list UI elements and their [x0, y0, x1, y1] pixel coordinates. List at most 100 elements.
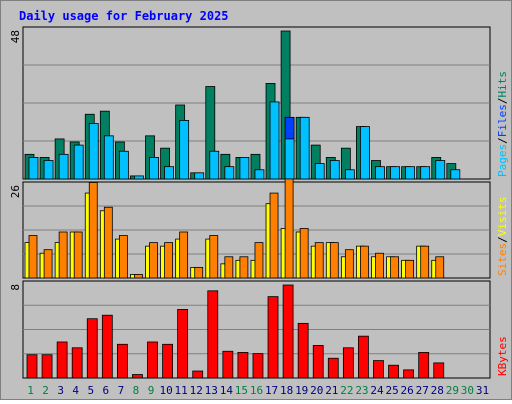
bar-kbytes: [342, 347, 354, 379]
day-label: 12: [190, 384, 203, 397]
legend-separator: /: [496, 236, 509, 243]
day-label: 6: [103, 384, 110, 397]
bar-kbytes: [267, 296, 279, 379]
bar-pages: [390, 166, 400, 180]
bar-pages: [284, 138, 295, 180]
legend-kbytes: KBytes: [496, 336, 509, 376]
bar-sites: [73, 231, 83, 279]
bar-pages: [73, 144, 84, 180]
day-label: 7: [118, 384, 125, 397]
bar-kbytes: [207, 290, 219, 379]
bar-sites: [420, 245, 430, 279]
bar-pages: [435, 160, 446, 180]
bar-kbytes: [132, 374, 143, 379]
panel-hits_files_pages: 48 Pages/Files/Hits: [9, 26, 509, 180]
chart-title: Daily usage for February 2025: [19, 9, 229, 23]
bar-kbytes: [403, 369, 415, 379]
day-label: 4: [72, 384, 79, 397]
bar-kbytes: [252, 353, 264, 379]
bar-pages: [118, 150, 129, 180]
y-max-label: 26: [9, 185, 22, 198]
bar-sites: [254, 242, 264, 279]
legend-visits: Visits: [496, 197, 509, 237]
y-max-label: 8: [9, 284, 22, 291]
day-label: 8: [133, 384, 140, 397]
day-label: 11: [175, 384, 188, 397]
bar-kbytes: [282, 284, 294, 379]
day-label: 19: [295, 384, 308, 397]
bar-sites: [58, 231, 68, 279]
day-label: 23: [355, 384, 368, 397]
bar-sites: [43, 249, 53, 279]
bar-kbytes: [388, 364, 399, 379]
bar-pages: [43, 160, 54, 180]
bar-kbytes: [373, 360, 384, 379]
bar-sites: [194, 266, 204, 279]
day-label: 10: [159, 384, 172, 397]
day-label: 14: [220, 384, 234, 397]
bar-pages: [405, 166, 416, 180]
day-label: 31: [476, 384, 489, 397]
bar-kbytes: [26, 354, 38, 379]
bar-pages: [28, 157, 39, 180]
day-label: 5: [87, 384, 94, 397]
legend-visits_sites: Sites/Visits: [496, 197, 509, 277]
bar-pages: [254, 169, 265, 180]
bar-kbytes: [433, 362, 445, 379]
legend-hits: Hits: [496, 71, 509, 98]
bar-kbytes: [56, 341, 68, 379]
bar-kbytes: [358, 335, 369, 379]
bar-sites: [88, 182, 98, 279]
day-label: 20: [310, 384, 323, 397]
bar-sites: [375, 252, 384, 279]
bar-sites: [164, 242, 173, 279]
bar-sites: [299, 228, 309, 279]
bar-kbytes: [162, 343, 173, 379]
bar-kbytes: [297, 322, 309, 379]
bar-kbytes: [147, 341, 158, 379]
bar-sites: [28, 235, 38, 279]
day-label: 25: [385, 384, 398, 397]
bar-sites: [314, 242, 324, 279]
day-label: 2: [42, 384, 49, 397]
bar-kbytes: [222, 350, 234, 379]
y-max-label: 48: [9, 30, 22, 43]
bar-sites: [360, 245, 369, 279]
bar-pages: [329, 160, 340, 180]
bar-sites: [329, 242, 339, 279]
legend-hits_files_pages: Pages/Files/Hits: [496, 71, 509, 177]
bar-sites: [405, 259, 415, 279]
legend-sites: Sites: [496, 243, 509, 276]
bar-kbytes: [327, 357, 339, 379]
bar-kbytes: [116, 343, 128, 379]
legend-separator: /: [496, 98, 509, 105]
day-label: 28: [431, 384, 444, 397]
bar-sites: [118, 235, 128, 279]
day-label: 26: [401, 384, 414, 397]
legend-separator: /: [496, 137, 509, 144]
bar-pages: [209, 150, 220, 180]
bar-pages: [194, 172, 205, 180]
bar-kbytes: [101, 314, 113, 379]
bar-pages: [134, 175, 144, 180]
day-label: 17: [265, 384, 278, 397]
bar-sites: [149, 242, 158, 279]
day-label: 9: [148, 384, 155, 397]
bar-pages: [239, 157, 250, 180]
bar-kbytes: [237, 352, 249, 379]
bar-kbytes: [192, 370, 204, 379]
legend-pages: Pages: [496, 144, 509, 177]
bar-sites: [179, 231, 189, 279]
day-label: 3: [57, 384, 64, 397]
bar-sites: [284, 178, 294, 279]
bar-sites: [269, 192, 279, 279]
bar-pages: [299, 116, 310, 180]
bar-pages: [179, 120, 190, 180]
bar-sites: [390, 256, 399, 279]
day-label: 24: [370, 384, 384, 397]
bar-kbytes: [418, 352, 430, 379]
bar-pages: [375, 166, 385, 180]
bar-sites: [435, 256, 445, 279]
bar-sites: [224, 256, 234, 279]
